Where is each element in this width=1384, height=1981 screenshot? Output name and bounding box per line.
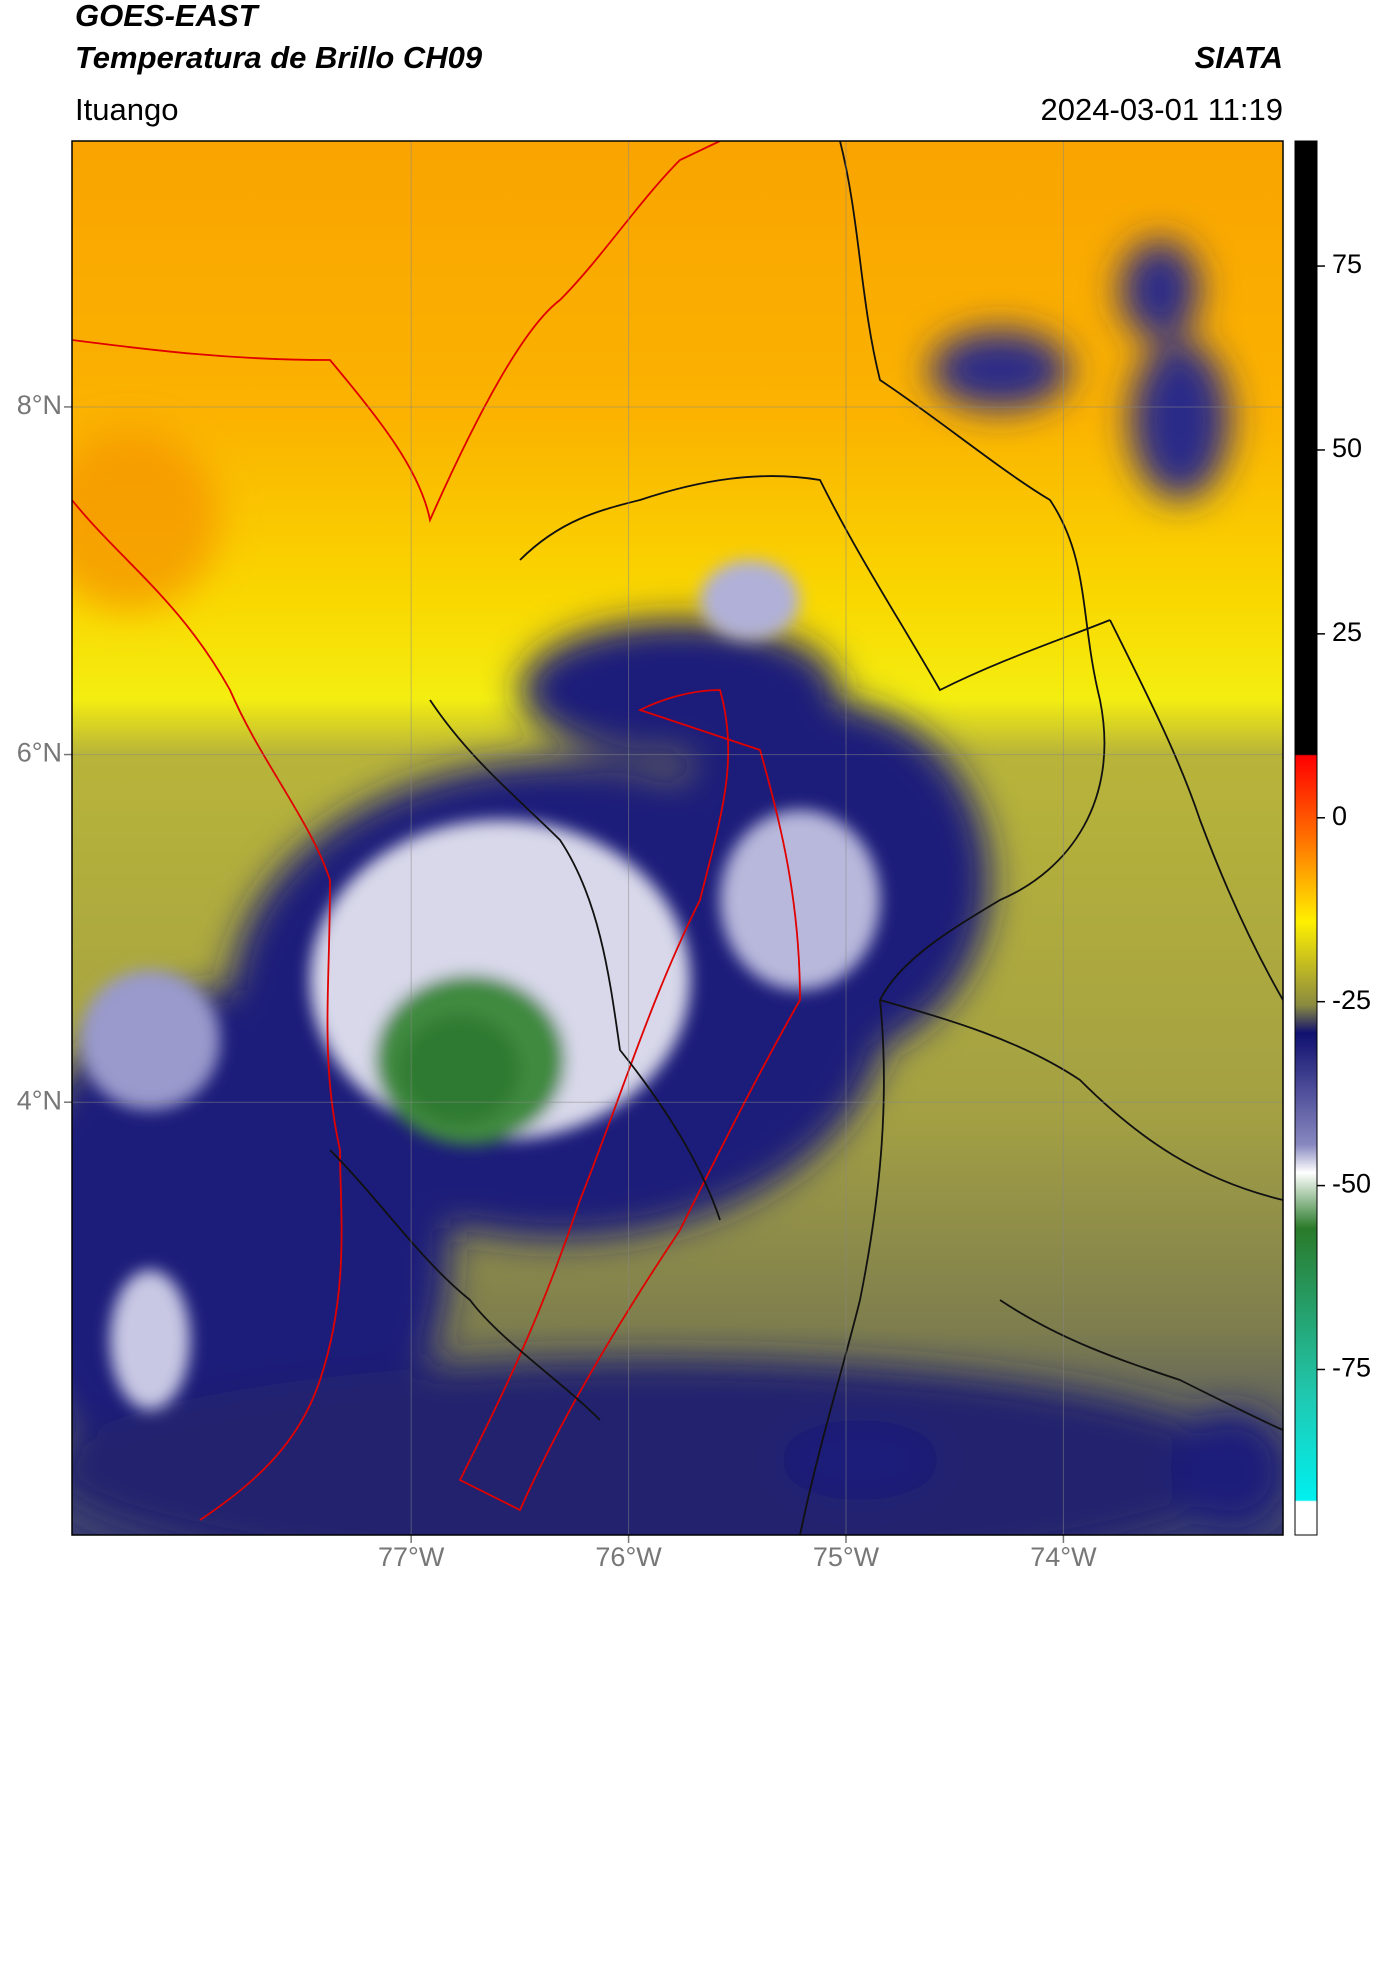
- satellite-image: [72, 141, 1283, 1535]
- colorbar-tick-label: 25: [1332, 617, 1362, 647]
- brand: SIATA: [1195, 40, 1283, 75]
- x-tick-label: 74°W: [1030, 1542, 1097, 1572]
- title: GOES-EAST: [75, 0, 261, 33]
- y-tick-label: 6°N: [17, 738, 62, 768]
- colorbar-tick-label: 75: [1332, 249, 1362, 279]
- colorbar-tick-label: -50: [1332, 1169, 1371, 1199]
- map-frame: [71, 140, 1284, 1536]
- colorbar-tick-label: 0: [1332, 801, 1347, 831]
- y-tick-label: 8°N: [17, 390, 62, 420]
- x-tick-label: 77°W: [378, 1542, 445, 1572]
- x-tick-label: 75°W: [813, 1542, 880, 1572]
- title: Temperatura de Brillo CH09: [75, 40, 483, 75]
- colorbar-tick-label: -75: [1332, 1353, 1371, 1383]
- y-tick-label: 4°N: [17, 1085, 62, 1115]
- colorbar-tick-label: -25: [1332, 985, 1371, 1015]
- colorbar: [1294, 140, 1318, 1536]
- place: Ituango: [75, 92, 178, 127]
- x-tick-label: 76°W: [595, 1542, 662, 1572]
- colorbar-tick-label: 50: [1332, 433, 1362, 463]
- datetime: 2024-03-01 11:19: [1041, 92, 1283, 127]
- graticule: [64, 141, 1283, 1543]
